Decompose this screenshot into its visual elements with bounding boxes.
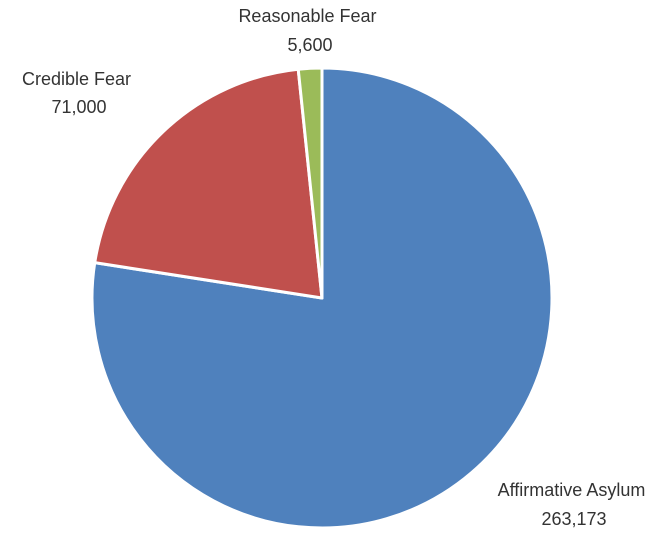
- slice-label-credible-fear: Credible Fear 71,000: [22, 69, 136, 117]
- slice-label-value: 71,000: [51, 97, 106, 117]
- slice-label-value: 263,173: [541, 509, 606, 529]
- slice-label-affirmative-asylum: Affirmative Asylum 263,173: [498, 480, 651, 529]
- pie-slice-affirmative-asylum: [90, 66, 554, 530]
- pie-slice-reasonable-fear: [296, 66, 324, 300]
- slice-label-reasonable-fear: Reasonable Fear 5,600: [238, 6, 381, 55]
- slice-label-value: 5,600: [287, 35, 332, 55]
- slice-label-name: Affirmative Asylum: [498, 480, 646, 500]
- slice-label-name: Credible Fear: [22, 69, 131, 89]
- pie-slices: [90, 66, 554, 530]
- slice-labels: Affirmative Asylum 263,173 Credible Fear…: [22, 6, 651, 529]
- pie-slice-credible-fear: [93, 67, 324, 300]
- slice-label-name: Reasonable Fear: [238, 6, 376, 26]
